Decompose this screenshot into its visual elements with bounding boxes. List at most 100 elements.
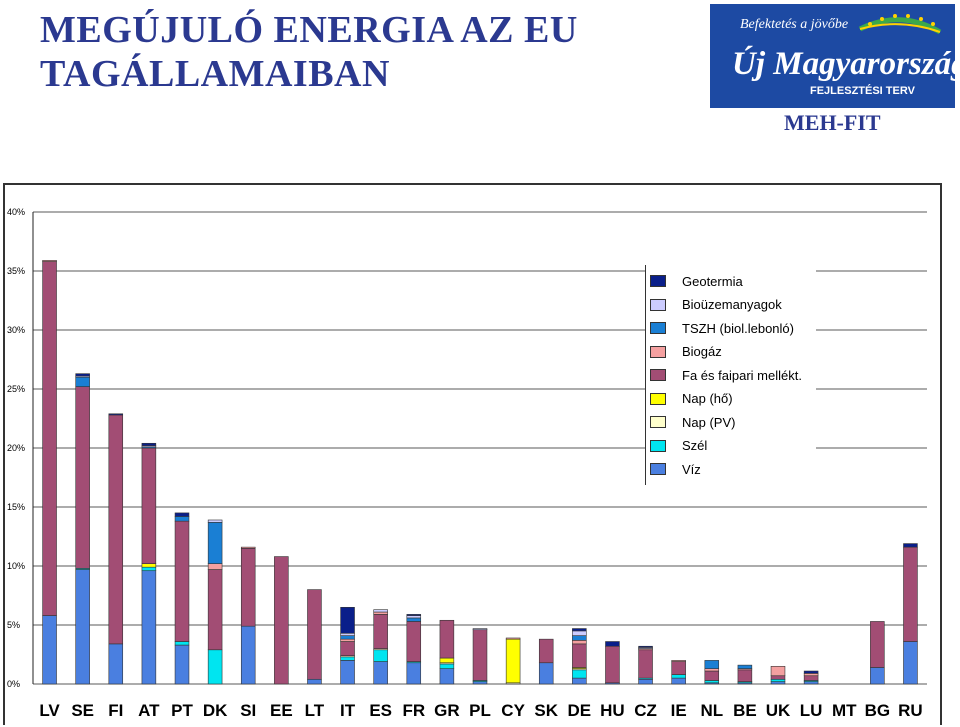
legend-item: Fa és faipari mellékt. (650, 365, 802, 385)
legend-label: Nap (PV) (682, 414, 736, 430)
legend-swatch (650, 416, 666, 428)
bar-segment-se (75, 376, 90, 387)
bar-segment-pt (174, 644, 190, 685)
bar-segment-ie (671, 674, 686, 679)
bar-segment-gr (439, 657, 455, 664)
bar-segment-ru (903, 641, 918, 685)
bar-segment-bg (870, 667, 885, 685)
bar-segment-dk (207, 569, 223, 651)
bar-segment-de (572, 630, 587, 636)
bar-segment-si (240, 547, 256, 627)
bar-segment-ie (671, 660, 686, 662)
x-tick-label: BE (733, 701, 757, 720)
x-tick-label: PT (171, 701, 193, 720)
bar-segment-pl (472, 681, 488, 685)
bar-segment-it (340, 632, 355, 636)
legend-label: Szél (682, 438, 708, 453)
legend-item: Bioüzemanyagok (650, 295, 782, 315)
y-tick-label: 0% (7, 679, 20, 689)
bar-segment-ie (671, 661, 686, 675)
bar-segment-it (340, 635, 355, 640)
x-tick-label: SI (240, 701, 256, 720)
bar-segment-at (141, 563, 157, 568)
bar-segment-lu (803, 675, 819, 681)
bar-segment-cz (638, 649, 653, 679)
bar-segment-ee (274, 556, 289, 685)
bar-segment-at (141, 566, 157, 572)
bar-segment-pt (174, 512, 190, 517)
legend-swatch (650, 463, 666, 475)
bar-segment-pt (174, 516, 190, 522)
bar-segment-fr (406, 621, 422, 662)
bar-segment-pl (472, 629, 488, 681)
bar-segment-dk (207, 563, 223, 570)
x-tick-label: CY (501, 701, 525, 720)
x-tick-label: BG (865, 701, 891, 720)
x-tick-label: DE (568, 701, 592, 720)
bar-segment-de (572, 643, 587, 668)
bar-segment-se (75, 373, 90, 377)
bar-segment-se (75, 386, 90, 569)
legend-label: Fa és faipari mellékt. (682, 367, 802, 383)
x-tick-label: FI (108, 701, 123, 720)
bar-segment-es (373, 614, 388, 649)
bar-segment-de (572, 669, 587, 679)
bar-segment-uk (770, 678, 786, 682)
bar-segment-fi (108, 643, 124, 685)
bar-segment-fr (406, 614, 422, 616)
x-tick-label: AT (138, 701, 160, 720)
bar-segment-ru (903, 546, 918, 642)
y-tick-label: 5% (7, 620, 20, 630)
bar-segment-es (373, 649, 388, 662)
x-tick-label: SK (534, 701, 558, 720)
legend-swatch (650, 345, 666, 358)
legend-label: Víz (682, 461, 701, 477)
bar-segment-lu (803, 670, 819, 674)
bar-segment-es (373, 661, 388, 685)
bar-segment-fi (108, 413, 124, 416)
legend-swatch (650, 369, 666, 381)
x-tick-label: LV (39, 701, 60, 720)
x-tick-label: SE (71, 701, 94, 720)
bar-segment-nl (704, 660, 720, 669)
bar-segment-se (75, 569, 90, 685)
x-tick-label: LT (305, 701, 325, 720)
uj-magyarorszag-logo: Befektetés a jövőbe Új Magyarország FEJL… (710, 4, 955, 108)
bar-segment-uk (770, 675, 786, 680)
x-tick-label: PL (469, 701, 491, 720)
x-tick-label: LU (800, 701, 823, 720)
bar-segment-lt (307, 678, 322, 685)
bar-segment-ru (903, 543, 918, 548)
bar-segment-lv (42, 261, 57, 616)
bar-segment-si (240, 546, 256, 549)
bar-segment-uk (770, 665, 786, 677)
bar-segment-lu (803, 681, 819, 685)
legend-swatch (650, 298, 666, 311)
x-tick-label: FR (402, 701, 425, 720)
bar-segment-lv (42, 260, 57, 262)
logo-name: Új Magyarország (732, 44, 955, 82)
bar-segment-nl (704, 668, 720, 672)
chart-legend: Geotermia Bioüzemanyagok TSZH (biol.lebonl… (645, 265, 816, 485)
bar-segment-es (373, 611, 388, 615)
legend-item: Víz (650, 459, 701, 479)
bar-segment-be (737, 669, 753, 682)
bar-segment-ie (671, 677, 686, 685)
title-line-1: MEGÚJULÓ ENERGIA AZ EU (40, 9, 578, 51)
x-tick-label: HU (600, 701, 625, 720)
y-tick-label: 25% (7, 384, 25, 394)
bar-segment-be (737, 664, 753, 669)
bar-segment-fr (406, 617, 422, 622)
bar-segment-es (373, 609, 388, 613)
bar-segment-cy (505, 638, 521, 684)
bar-segment-lt (307, 589, 322, 680)
bar-segment-dk (207, 522, 223, 564)
legend-label: Biogáz (682, 344, 722, 359)
logo-wordmark: Befektetés a jövőbe Új Magyarország FEJL… (710, 4, 955, 108)
bar-segment-lv (42, 615, 57, 685)
x-tick-label: CZ (634, 701, 657, 720)
bar-segment-it (340, 606, 355, 634)
bar-segment-hu (605, 645, 620, 684)
bar-segment-cz (638, 678, 653, 685)
bar-segment-cz (638, 645, 653, 648)
